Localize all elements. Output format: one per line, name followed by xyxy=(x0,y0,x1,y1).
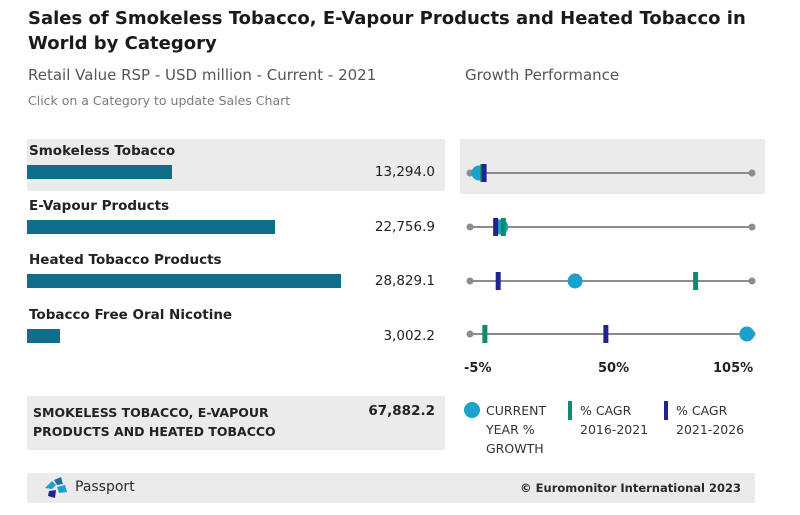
current-growth-dot-icon xyxy=(464,402,480,418)
legend-current-growth: CURRENT YEAR % GROWTH xyxy=(464,401,564,458)
track-start-dot xyxy=(466,223,474,231)
sales-subtitle: Retail Value RSP - USD million - Current… xyxy=(28,66,377,84)
cagr-2016-2021-marker xyxy=(693,272,699,290)
growth-performance-title: Growth Performance xyxy=(465,66,620,84)
passport-brand: Passport xyxy=(75,479,135,495)
legend-cagr-future: % CAGR 2021-2026 xyxy=(664,401,760,439)
cagr-2016-2021-marker xyxy=(500,218,506,236)
category-label: Smokeless Tobacco xyxy=(29,143,176,159)
axis-tick-max: 105% xyxy=(713,361,754,376)
cagr-future-marker-icon xyxy=(664,401,668,420)
total-value: 67,882.2 xyxy=(368,403,435,419)
sales-bar xyxy=(27,329,60,343)
sales-value: 22,756.9 xyxy=(374,219,435,235)
passport-logo-icon xyxy=(45,477,67,498)
category-label: E-Vapour Products xyxy=(29,198,170,214)
track-end-dot xyxy=(748,277,756,285)
axis-tick-mid: 50% xyxy=(598,361,630,376)
sales-value: 3,002.2 xyxy=(383,328,435,344)
category-row[interactable]: Heated Tobacco Products 28,829.1 xyxy=(27,248,445,300)
axis-tick-min: -5% xyxy=(464,361,492,376)
sales-bar xyxy=(27,220,275,234)
sales-value: 13,294.0 xyxy=(374,164,435,180)
cagr-2021-2026-marker xyxy=(481,164,487,182)
track-end-dot xyxy=(748,169,756,177)
cagr-2016-2021-marker xyxy=(482,325,488,343)
cagr-2021-2026-marker xyxy=(493,218,499,236)
cagr-past-marker-icon xyxy=(568,401,572,420)
legend-cagr-past: % CAGR 2016-2021 xyxy=(568,401,656,439)
total-label: SMOKELESS TOBACCO, E-VAPOUR PRODUCTS AND… xyxy=(33,405,276,439)
sales-bar xyxy=(27,165,172,179)
copyright-text: © Euromonitor International 2023 xyxy=(520,481,741,495)
selected-growth-highlight xyxy=(460,139,765,194)
category-label: Heated Tobacco Products xyxy=(29,252,222,268)
cagr-2021-2026-marker xyxy=(495,272,501,290)
page-title: Sales of Smokeless Tobacco, E-Vapour Pro… xyxy=(28,8,746,54)
track-start-dot xyxy=(466,277,474,285)
sales-value: 28,829.1 xyxy=(374,273,435,289)
current-growth-marker xyxy=(567,273,583,289)
track-end-dot xyxy=(748,223,756,231)
total-summary[interactable]: SMOKELESS TOBACCO, E-VAPOUR PRODUCTS AND… xyxy=(27,396,445,450)
category-row[interactable]: E-Vapour Products 22,756.9 xyxy=(27,194,445,246)
footer: Passport © Euromonitor International 202… xyxy=(27,473,755,503)
category-row[interactable]: Tobacco Free Oral Nicotine 3,002.2 xyxy=(27,303,445,355)
track-start-dot xyxy=(466,330,474,338)
category-row[interactable]: Smokeless Tobacco 13,294.0 xyxy=(27,139,445,191)
current-growth-marker xyxy=(739,326,755,342)
cagr-2021-2026-marker xyxy=(603,325,609,343)
instruction-hint: Click on a Category to update Sales Char… xyxy=(28,93,291,108)
category-label: Tobacco Free Oral Nicotine xyxy=(29,307,233,323)
sales-bar xyxy=(27,274,341,288)
